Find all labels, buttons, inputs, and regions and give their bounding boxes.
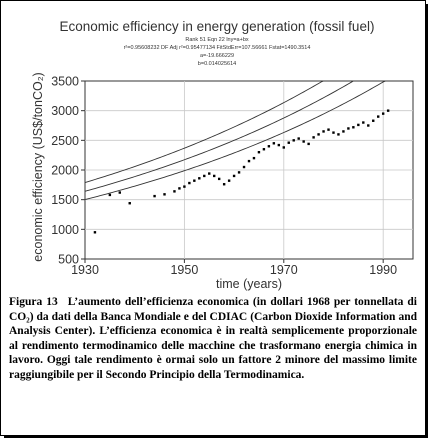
data-point xyxy=(247,159,251,163)
data-point xyxy=(242,165,246,169)
y-tick-label: 1000 xyxy=(51,223,79,237)
data-point xyxy=(118,191,121,194)
data-point xyxy=(367,124,370,127)
stats-line-1: Rank 51 Eqn 22 lny=a+bx xyxy=(185,37,249,43)
data-point xyxy=(252,156,256,160)
x-tick-label: 1970 xyxy=(270,263,298,277)
y-tick-label: 2500 xyxy=(51,134,79,148)
data-point xyxy=(188,181,191,185)
x-axis-label: time (years) xyxy=(216,277,282,291)
data-point xyxy=(153,194,156,198)
data-point xyxy=(337,133,340,136)
data-point xyxy=(173,190,176,193)
data-point xyxy=(307,142,310,146)
data-point xyxy=(282,146,285,149)
x-tick-label: 1950 xyxy=(170,263,198,277)
chart-title: Economic efficiency in energy generation… xyxy=(60,19,375,34)
data-point xyxy=(342,130,345,133)
stats-line-3: a=-19.666229 xyxy=(200,53,234,59)
data-point xyxy=(302,140,305,143)
data-point xyxy=(222,183,226,186)
data-point xyxy=(198,177,201,180)
data-point xyxy=(332,131,335,134)
data-point xyxy=(297,137,300,140)
data-point xyxy=(108,193,112,197)
y-tick-label: 500 xyxy=(58,253,79,267)
data-point xyxy=(327,128,330,131)
data-point xyxy=(128,202,131,205)
data-point xyxy=(322,130,325,133)
chart-container: Economic efficiency in energy generation… xyxy=(1,1,425,291)
figure-caption: Figura 13 L’aumento dell’efficienza econ… xyxy=(9,295,417,382)
frame-shadow-right xyxy=(425,4,428,437)
y-tick-label: 3500 xyxy=(51,75,79,89)
lower-bound-curve xyxy=(84,80,413,200)
data-point xyxy=(386,109,390,112)
data-point xyxy=(213,174,216,178)
stats-line-4: b=0.014025614 xyxy=(198,61,236,67)
y-tick-label: 1500 xyxy=(51,193,79,207)
data-point xyxy=(347,127,350,130)
data-point xyxy=(227,179,231,182)
x-tick-label: 1990 xyxy=(369,263,397,277)
frame-shadow-bottom xyxy=(4,435,428,438)
data-point xyxy=(178,187,181,190)
caption-label: Figura 13 xyxy=(9,296,58,308)
data-point xyxy=(267,145,271,148)
data-point xyxy=(292,139,295,142)
data-point xyxy=(381,112,385,115)
data-point xyxy=(193,179,196,182)
data-point xyxy=(352,126,355,129)
data-point xyxy=(257,151,261,154)
data-point xyxy=(232,174,236,178)
data-point xyxy=(262,148,266,151)
y-tick-label: 2000 xyxy=(51,164,79,178)
data-point xyxy=(272,142,276,145)
caption-text: L’aumento dell’efficienza economica (in … xyxy=(9,296,417,381)
x-tick-label: 1930 xyxy=(71,263,99,277)
y-ticks: 500 1000 1500 2000 2500 3000 3500 xyxy=(51,75,85,267)
x-ticks: 1930 1950 1970 1990 xyxy=(71,259,397,277)
data-point xyxy=(93,231,97,234)
data-point xyxy=(357,123,360,127)
data-point xyxy=(203,174,206,178)
data-point xyxy=(183,185,186,188)
efficiency-chart: Economic efficiency in energy generation… xyxy=(31,19,414,291)
data-point xyxy=(317,133,320,136)
data-point xyxy=(277,143,281,147)
fit-curves xyxy=(84,80,413,200)
stats-line-2: r²=0.95608232 DF Adj r²=0.95477134 FitSt… xyxy=(124,45,311,51)
y-tick-label: 3000 xyxy=(51,104,79,118)
data-point xyxy=(372,119,375,122)
data-point xyxy=(377,115,380,118)
data-point xyxy=(208,172,211,175)
data-point xyxy=(217,177,221,181)
y-axis-label: economic efficiency (US$/tonCO₂) xyxy=(31,72,45,261)
data-point xyxy=(237,171,241,174)
data-point xyxy=(362,121,365,124)
data-point xyxy=(163,193,166,196)
data-point xyxy=(287,141,290,144)
data-points xyxy=(93,109,390,234)
grid xyxy=(85,81,413,259)
data-point xyxy=(312,136,315,139)
upper-bound-curve xyxy=(84,80,413,183)
